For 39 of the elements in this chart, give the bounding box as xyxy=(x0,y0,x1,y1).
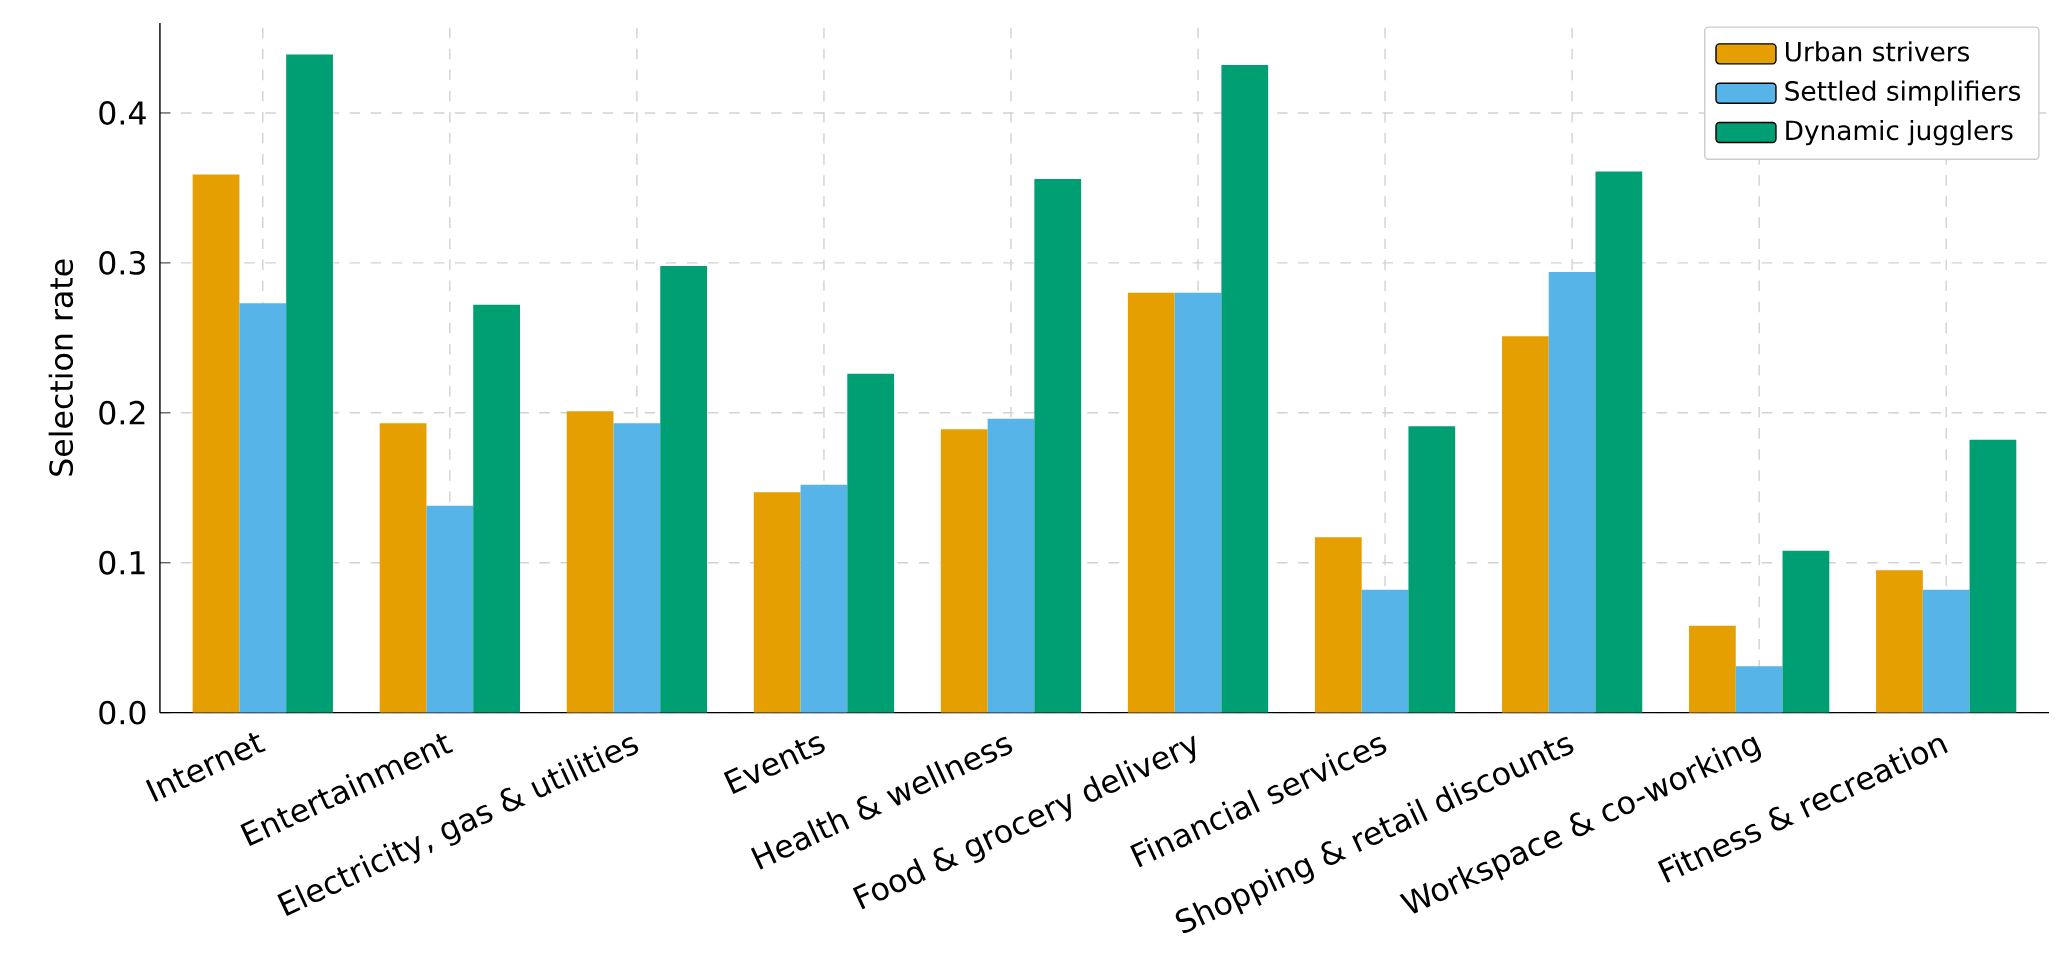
bar xyxy=(192,174,240,713)
y-tick-label: 0.1 xyxy=(99,550,145,575)
bar xyxy=(1127,292,1175,713)
y-tick-label: 0.2 xyxy=(99,400,145,425)
bar xyxy=(1361,589,1409,713)
bar xyxy=(753,492,801,713)
y-axis-title: Selection rate xyxy=(48,259,74,476)
bar xyxy=(239,303,287,713)
bar xyxy=(1501,336,1549,713)
bar xyxy=(660,265,708,713)
bar xyxy=(1689,625,1736,713)
bar xyxy=(800,484,848,713)
bar xyxy=(1735,665,1783,713)
bar xyxy=(426,505,474,713)
bar xyxy=(1969,439,2017,713)
bar xyxy=(613,423,661,713)
bar xyxy=(1221,64,1269,713)
bar xyxy=(1408,426,1456,713)
bar xyxy=(1314,537,1362,713)
bar xyxy=(847,373,895,713)
bar xyxy=(286,54,333,713)
y-tick-label: 0.3 xyxy=(99,250,145,275)
bar xyxy=(987,418,1035,713)
bar xyxy=(1034,178,1082,713)
bar xyxy=(940,429,988,713)
bar xyxy=(1782,550,1830,713)
legend-label: Settled simplifiers xyxy=(1785,80,2021,106)
bar xyxy=(1922,589,1970,713)
y-tick-label: 0.0 xyxy=(99,700,146,725)
legend-label: Dynamic jugglers xyxy=(1786,119,2013,146)
bar xyxy=(1548,271,1596,713)
bar xyxy=(566,411,614,713)
bar xyxy=(1595,171,1643,713)
bar xyxy=(1174,292,1222,713)
legend-label: Urban strivers xyxy=(1786,41,1970,62)
bar xyxy=(473,304,520,713)
bar xyxy=(1876,570,1923,713)
y-tick-label: 0.4 xyxy=(99,100,146,125)
bar xyxy=(379,423,427,713)
